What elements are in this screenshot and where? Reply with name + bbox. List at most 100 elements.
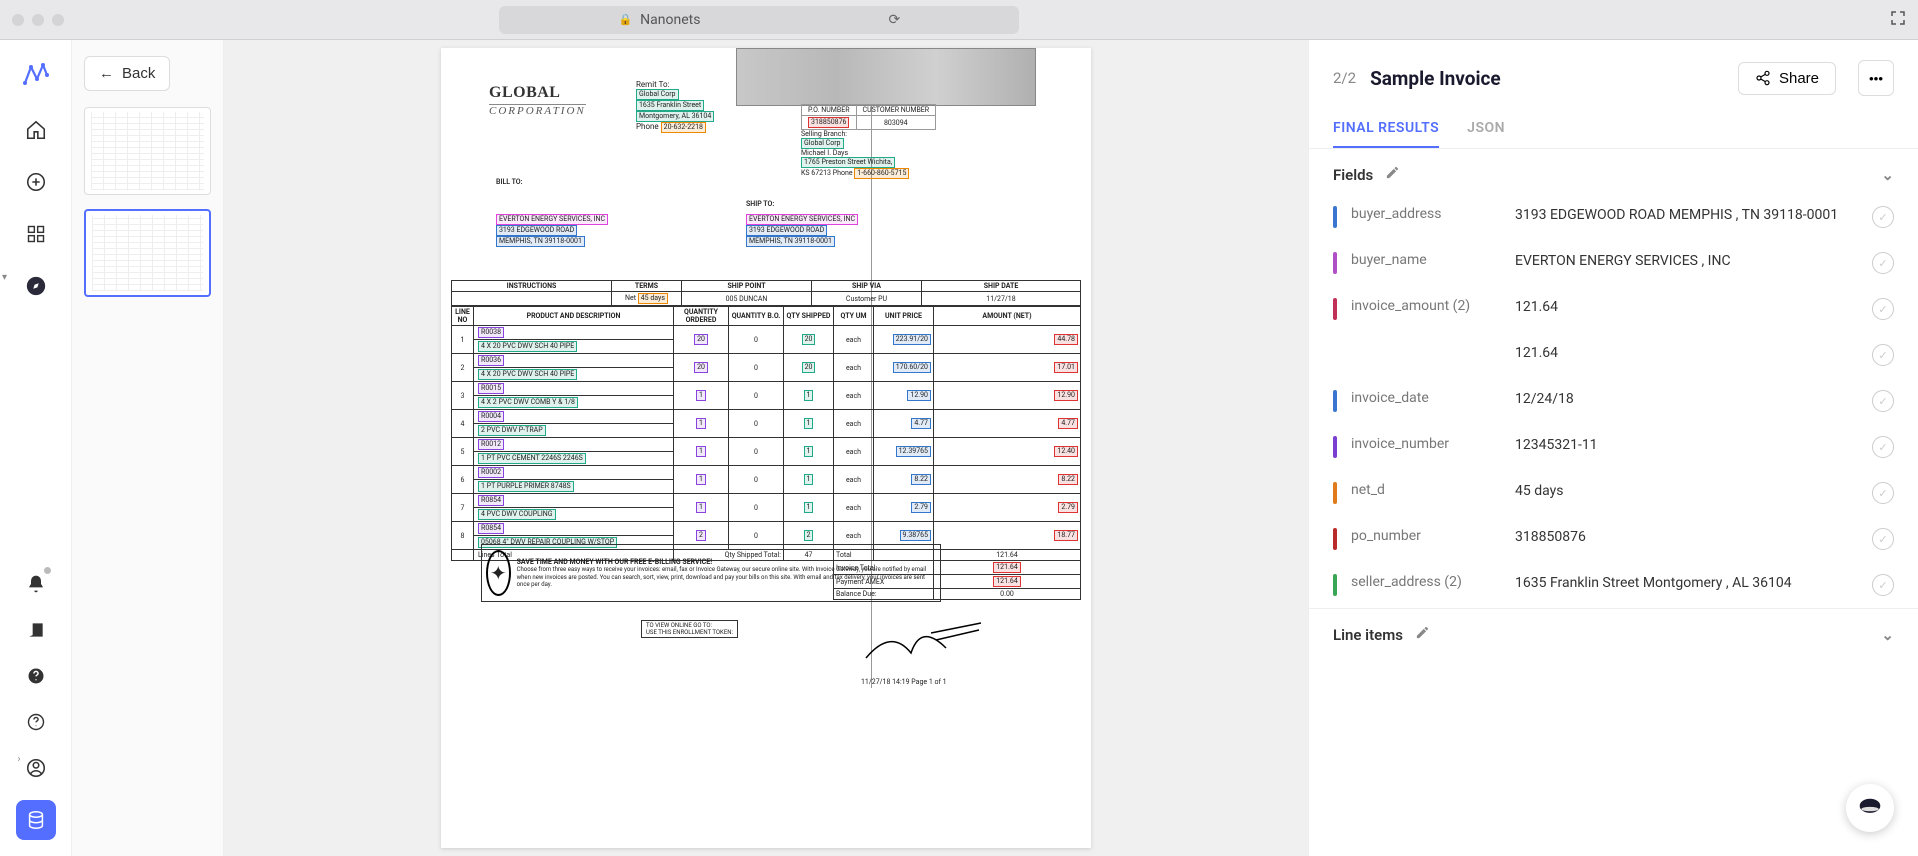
chat-widget-button[interactable] [1846, 784, 1894, 832]
approve-field-icon[interactable]: ✓ [1872, 298, 1894, 320]
field-value: EVERTON ENERGY SERVICES , INC [1515, 252, 1858, 270]
chevron-down-icon[interactable]: ⌄ [1881, 626, 1894, 644]
field-color-bar [1333, 528, 1337, 550]
chevron-down-icon[interactable]: ⌄ [1881, 166, 1894, 184]
field-value: 1635 Franklin Street Montgomery , AL 361… [1515, 574, 1858, 592]
field-color-bar [1333, 436, 1337, 458]
redacted-region [736, 48, 1036, 106]
chat-icon [1857, 795, 1883, 821]
app-root: ▾ › [0, 40, 1918, 856]
field-key: buyer_name [1351, 252, 1501, 268]
line-items-section-header[interactable]: Line items ⌄ [1309, 608, 1918, 654]
field-row[interactable]: 121.64 ✓ [1333, 332, 1894, 378]
field-key: buyer_address [1351, 206, 1501, 222]
approve-field-icon[interactable]: ✓ [1872, 390, 1894, 412]
brand-logo-icon[interactable] [18, 56, 54, 92]
minimize-window-icon[interactable] [32, 14, 44, 26]
field-value: 12/24/18 [1515, 390, 1858, 408]
nav-rail: ▾ › [0, 40, 72, 856]
url-bar[interactable]: 🔒 Nanonets ⟳ [499, 6, 1019, 34]
field-row[interactable]: buyer_name EVERTON ENERGY SERVICES , INC… [1333, 240, 1894, 286]
ship-to-block: EVERTON ENERGY SERVICES, INC 3193 EDGEWO… [746, 214, 858, 247]
document-page: GLOBAL CORPORATION Remit To: Global Corp… [441, 48, 1091, 848]
nav-data-icon[interactable] [16, 800, 56, 840]
fullscreen-icon[interactable] [1890, 10, 1906, 30]
field-color-bar [1333, 482, 1337, 504]
signature-icon [861, 618, 991, 668]
thumbnail-panel: ← Back [72, 40, 224, 856]
window-traffic-lights [12, 14, 64, 26]
nav-docs-icon[interactable] [22, 616, 50, 644]
field-key: invoice_amount (2) [1351, 298, 1501, 314]
back-button[interactable]: ← Back [84, 56, 170, 91]
approve-field-icon[interactable]: ✓ [1872, 482, 1894, 504]
maximize-window-icon[interactable] [52, 14, 64, 26]
field-key: invoice_date [1351, 390, 1501, 406]
field-key: po_number [1351, 528, 1501, 544]
remit-to-block: Remit To: Global Corp 1635 Franklin Stre… [636, 80, 714, 133]
tab-json[interactable]: JSON [1467, 110, 1505, 148]
field-key: net_d [1351, 482, 1501, 498]
approve-field-icon[interactable]: ✓ [1872, 528, 1894, 550]
field-value: 121.64 [1515, 344, 1858, 362]
page-thumbnail-2[interactable] [84, 209, 211, 297]
nav-collapse-chevron-icon[interactable]: ▾ [2, 272, 7, 283]
refresh-icon[interactable]: ⟳ [888, 12, 900, 28]
lock-icon: 🔒 [618, 13, 632, 26]
close-window-icon[interactable] [12, 14, 24, 26]
nav-apps-icon[interactable] [22, 220, 50, 248]
edit-line-items-icon[interactable] [1415, 625, 1430, 644]
nav-help-icon[interactable] [22, 662, 50, 690]
results-header: 2/2 Sample Invoice Share ••• [1309, 40, 1918, 110]
field-key: seller_address (2) [1351, 574, 1501, 590]
field-row[interactable]: invoice_number 12345321-11 ✓ [1333, 424, 1894, 470]
edit-fields-icon[interactable] [1385, 165, 1400, 184]
nav-add-icon[interactable] [22, 168, 50, 196]
back-label: Back [122, 65, 155, 82]
more-options-button[interactable]: ••• [1858, 60, 1894, 96]
fields-section-header[interactable]: Fields ⌄ [1309, 149, 1918, 194]
bill-to-label: BILL TO: [496, 178, 523, 186]
approve-field-icon[interactable]: ✓ [1872, 436, 1894, 458]
share-label: Share [1779, 70, 1819, 87]
site-name: Nanonets [640, 12, 700, 28]
nav-notifications-icon[interactable] [22, 570, 50, 598]
approve-field-icon[interactable]: ✓ [1872, 574, 1894, 596]
tab-final-results[interactable]: FINAL RESULTS [1333, 110, 1439, 148]
nav-home-icon[interactable] [22, 116, 50, 144]
browser-chrome: 🔒 Nanonets ⟳ [0, 0, 1918, 40]
fields-section-label: Fields [1333, 166, 1373, 184]
share-button[interactable]: Share [1738, 62, 1836, 95]
field-value: 12345321-11 [1515, 436, 1858, 454]
approve-field-icon[interactable]: ✓ [1872, 252, 1894, 274]
bill-to-block: EVERTON ENERGY SERVICES, INC 3193 EDGEWO… [496, 214, 608, 247]
field-color-bar [1333, 390, 1337, 412]
field-row[interactable]: invoice_date 12/24/18 ✓ [1333, 378, 1894, 424]
field-value: 121.64 [1515, 298, 1858, 316]
invoice-header-table: INSTRUCTIONSTERMSSHIP POINTSHIP VIASHIP … [451, 280, 1081, 306]
nav-account-icon[interactable] [22, 754, 50, 782]
approve-field-icon[interactable]: ✓ [1872, 344, 1894, 366]
page-footer-timestamp: 11/27/18 14:19 Page 1 of 1 [861, 678, 947, 686]
field-row[interactable]: net_d 45 days ✓ [1333, 470, 1894, 516]
field-value: 45 days [1515, 482, 1858, 500]
approve-field-icon[interactable]: ✓ [1872, 206, 1894, 228]
field-key: invoice_number [1351, 436, 1501, 452]
po-block: P.O. NUMBERCUSTOMER NUMBER 3188508768030… [801, 104, 936, 130]
nav-explore-icon[interactable] [22, 272, 50, 300]
enroll-instruction: TO VIEW ONLINE GO TO: USE THIS ENROLLMEN… [641, 620, 738, 638]
field-value: 318850876 [1515, 528, 1858, 546]
page-thumbnail-1[interactable] [84, 107, 211, 195]
save-time-seal-icon: ✦ [486, 550, 511, 596]
field-row[interactable]: buyer_address 3193 EDGEWOOD ROAD MEMPHIS… [1333, 194, 1894, 240]
field-row[interactable]: invoice_amount (2) 121.64 ✓ [1333, 286, 1894, 332]
document-title: Sample Invoice [1370, 67, 1501, 90]
field-row[interactable]: po_number 318850876 ✓ [1333, 516, 1894, 562]
results-tabs: FINAL RESULTS JSON [1309, 110, 1918, 149]
nav-help-outline-icon[interactable] [22, 708, 50, 736]
arrow-left-icon: ← [99, 65, 114, 82]
nav-account-chevron-icon[interactable]: › [18, 754, 21, 765]
page-counter: 2/2 [1333, 69, 1356, 87]
field-row[interactable]: seller_address (2) 1635 Franklin Street … [1333, 562, 1894, 608]
document-viewer[interactable]: GLOBAL CORPORATION Remit To: Global Corp… [224, 40, 1308, 856]
